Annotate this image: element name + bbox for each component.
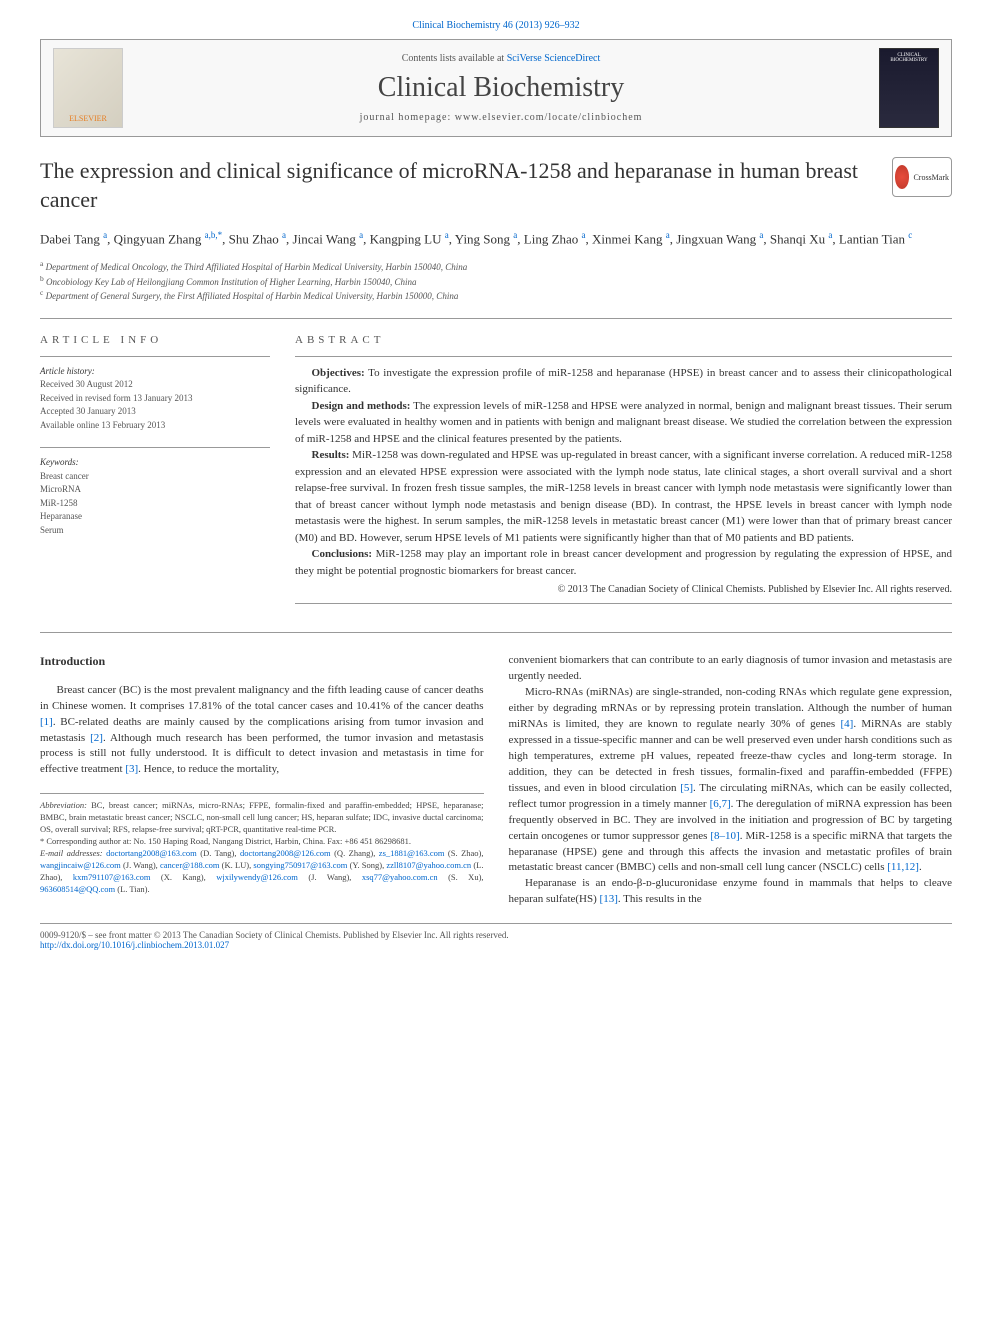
sciencedirect-link[interactable]: SciVerse ScienceDirect — [507, 53, 601, 64]
journal-header: ELSEVIER Contents lists available at Sci… — [40, 39, 952, 137]
elsevier-logo: ELSEVIER — [53, 48, 123, 128]
journal-cover-thumbnail: CLINICAL BIOCHEMISTRY — [879, 48, 939, 128]
abstract-copyright: © 2013 The Canadian Society of Clinical … — [295, 584, 952, 595]
contents-available: Contents lists available at SciVerse Sci… — [138, 53, 864, 64]
crossmark-badge[interactable]: CrossMark — [892, 157, 952, 197]
abstract-text: Objectives: To investigate the expressio… — [295, 365, 952, 580]
intro-paragraph-1: Breast cancer (BC) is the most prevalent… — [40, 683, 484, 779]
journal-name: Clinical Biochemistry — [138, 72, 864, 104]
introduction-header: Introduction — [40, 653, 484, 670]
article-title: The expression and clinical significance… — [40, 157, 872, 214]
intro-paragraph-2: Micro-RNAs (miRNAs) are single-stranded,… — [509, 685, 953, 876]
journal-homepage: journal homepage: www.elsevier.com/locat… — [138, 112, 864, 123]
article-info-header: ARTICLE INFO — [40, 334, 270, 346]
intro-paragraph-3: Heparanase is an endo-β-ᴅ-glucuronidase … — [509, 876, 953, 908]
article-history: Article history: Received 30 August 2012… — [40, 365, 270, 433]
page-footer: 0009-9120/$ – see front matter © 2013 Th… — [40, 923, 952, 950]
intro-continuation: convenient biomarkers that can contribut… — [509, 653, 953, 685]
crossmark-icon — [895, 165, 909, 189]
keywords-block: Keywords: Breast cancerMicroRNAMiR-1258H… — [40, 456, 270, 537]
footnotes: Abbreviation: BC, breast cancer; miRNAs,… — [40, 793, 484, 895]
affiliations: a Department of Medical Oncology, the Th… — [40, 259, 952, 303]
citation-header: Clinical Biochemistry 46 (2013) 926–932 — [40, 20, 952, 31]
abstract-header: ABSTRACT — [295, 334, 952, 346]
doi-link[interactable]: http://dx.doi.org/10.1016/j.clinbiochem.… — [40, 940, 229, 950]
author-list: Dabei Tang a, Qingyuan Zhang a,b,*, Shu … — [40, 229, 952, 249]
